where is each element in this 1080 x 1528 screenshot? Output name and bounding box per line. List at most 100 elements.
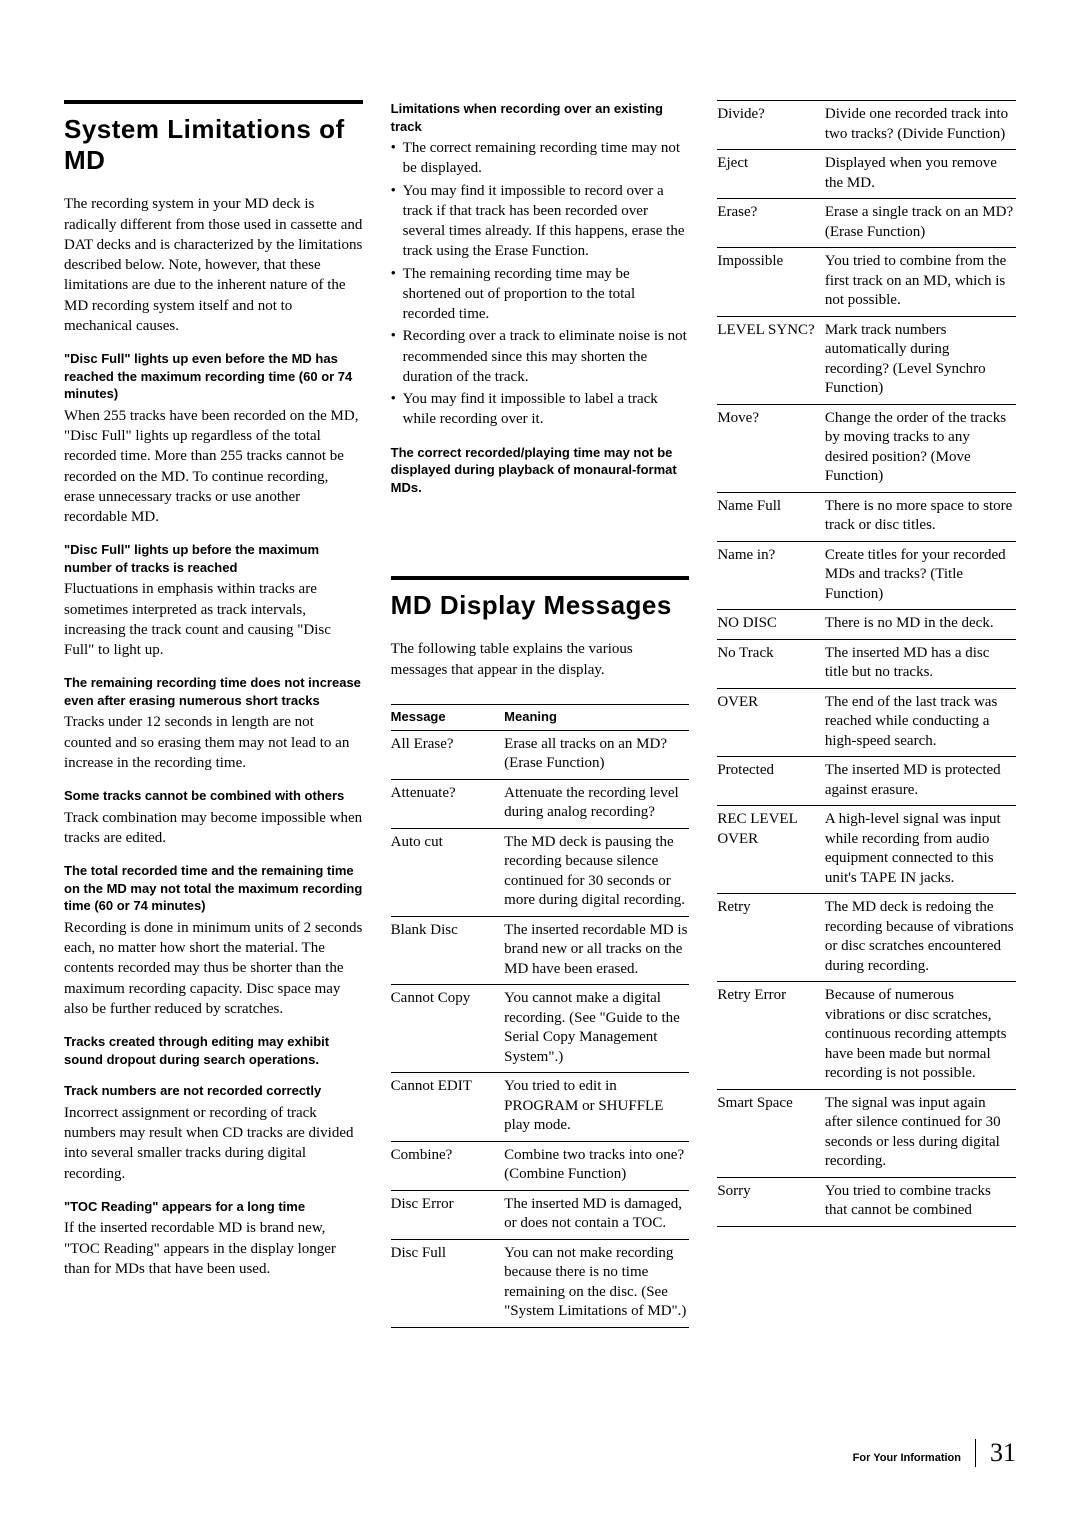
table-row: All Erase?Erase all tracks on an MD? (Er… [391, 731, 690, 780]
table-row: Name in?Create titles for your recorded … [717, 541, 1016, 610]
table-cell-message: Eject [717, 149, 825, 198]
table-cell-message: Retry Error [717, 981, 825, 1089]
table-row: Smart SpaceThe signal was input again af… [717, 1089, 1016, 1177]
table-row: REC LEVEL OVERA high-level signal was in… [717, 805, 1016, 893]
column-3: Divide?Divide one recorded track into tw… [717, 100, 1016, 1328]
table-cell-message: REC LEVEL OVER [717, 805, 825, 893]
table-row: SorryYou tried to combine tracks that ca… [717, 1177, 1016, 1227]
table-row: Erase?Erase a single track on an MD? (Er… [717, 198, 1016, 247]
table-cell-meaning: The inserted recordable MD is brand new … [504, 921, 689, 980]
subhead-remaining-time: The remaining recording time does not in… [64, 674, 363, 709]
table-cell-meaning: A high-level signal was input while reco… [825, 805, 1016, 893]
table-cell-message: Impossible [717, 247, 825, 316]
subbody-total-time: Recording is done in minimum units of 2 … [64, 918, 363, 1019]
subhead-disc-full-tracks: "Disc Full" lights up before the maximum… [64, 541, 363, 576]
table-row: No TrackThe inserted MD has a disc title… [717, 639, 1016, 688]
subbody-track-numbers: Incorrect assignment or recording of tra… [64, 1103, 363, 1184]
table-row: ProtectedThe inserted MD is protected ag… [717, 756, 1016, 805]
table-cell-meaning: The signal was input again after silence… [825, 1089, 1016, 1177]
header-meaning: Meaning [504, 709, 689, 726]
bullet-item: Recording over a track to eliminate nois… [391, 326, 690, 387]
table-cell-meaning: Create titles for your recorded MDs and … [825, 541, 1016, 610]
table-cell-message: Auto cut [391, 833, 504, 911]
table-cell-meaning: Attenuate the recording level during ana… [504, 784, 689, 823]
table-cell-meaning: Divide one recorded track into two track… [825, 100, 1016, 149]
footer-section-label: For Your Information [853, 1452, 961, 1464]
table-cell-message: Sorry [717, 1177, 825, 1227]
table-cell-message: Blank Disc [391, 921, 504, 980]
page-content: System Limitations of MD The recording s… [64, 100, 1016, 1328]
subhead-track-numbers: Track numbers are not recorded correctly [64, 1082, 363, 1100]
table-cell-message: LEVEL SYNC? [717, 316, 825, 404]
table-cell-message: Divide? [717, 100, 825, 149]
table-row: Move?Change the order of the tracks by m… [717, 404, 1016, 492]
bullet-item: The remaining recording time may be shor… [391, 264, 690, 325]
table-cell-meaning: Mark track numbers automatically during … [825, 316, 1016, 404]
table-cell-meaning: The inserted MD is damaged, or does not … [504, 1195, 689, 1234]
table-cell-message: Combine? [391, 1146, 504, 1185]
table-row: ImpossibleYou tried to combine from the … [717, 247, 1016, 316]
table-cell-meaning: You can not make recording because there… [504, 1244, 689, 1322]
table-cell-meaning: The MD deck is redoing the recording bec… [825, 893, 1016, 981]
table-cell-meaning: The inserted MD has a disc title but no … [825, 639, 1016, 688]
table-cell-message: No Track [717, 639, 825, 688]
table-row: Cannot CopyYou cannot make a digital rec… [391, 985, 690, 1073]
table-header: Message Meaning [391, 704, 690, 731]
table-row: EjectDisplayed when you remove the MD. [717, 149, 1016, 198]
table-cell-message: Attenuate? [391, 784, 504, 823]
table-cell-meaning: Combine two tracks into one? (Combine Fu… [504, 1146, 689, 1185]
table-cell-meaning: The MD deck is pausing the recording bec… [504, 833, 689, 911]
bullet-item: You may find it impossible to label a tr… [391, 389, 690, 430]
table-cell-meaning: There is no more space to store track or… [825, 492, 1016, 541]
bullet-item: You may find it impossible to record ove… [391, 181, 690, 262]
note-monaural: The correct recorded/playing time may no… [391, 444, 690, 497]
table-cell-message: Name in? [717, 541, 825, 610]
table-cell-meaning: You cannot make a digital recording. (Se… [504, 989, 689, 1067]
section-rule [391, 576, 690, 580]
table-cell-message: NO DISC [717, 609, 825, 639]
table-row: LEVEL SYNC?Mark track numbers automatica… [717, 316, 1016, 404]
subbody-toc-reading: If the inserted recordable MD is brand n… [64, 1218, 363, 1279]
table-cell-meaning: You tried to edit in PROGRAM or SHUFFLE … [504, 1077, 689, 1136]
table-row: Retry ErrorBecause of numerous vibration… [717, 981, 1016, 1089]
table-cell-message: Cannot Copy [391, 989, 504, 1067]
table-cell-meaning: Change the order of the tracks by moving… [825, 404, 1016, 492]
table-cell-message: Erase? [717, 198, 825, 247]
message-table-left: Message Meaning All Erase?Erase all trac… [391, 704, 690, 1328]
table-cell-meaning: Displayed when you remove the MD. [825, 149, 1016, 198]
table-cell-meaning: Erase all tracks on an MD? (Erase Functi… [504, 735, 689, 774]
subhead-toc-reading: "TOC Reading" appears for a long time [64, 1198, 363, 1216]
intro-paragraph: The recording system in your MD deck is … [64, 194, 363, 336]
table-row: Disc FullYou can not make recording beca… [391, 1240, 690, 1328]
page-footer: For Your Information 31 [853, 1438, 1016, 1468]
subbody-disc-full-time: When 255 tracks have been recorded on th… [64, 406, 363, 528]
subhead-dropout: Tracks created through editing may exhib… [64, 1033, 363, 1068]
bullet-item: The correct remaining recording time may… [391, 138, 690, 179]
table-cell-message: Protected [717, 756, 825, 805]
table-cell-message: Retry [717, 893, 825, 981]
subhead-limitations-over: Limitations when recording over an exist… [391, 100, 690, 135]
table-cell-message: All Erase? [391, 735, 504, 774]
subhead-disc-full-time: "Disc Full" lights up even before the MD… [64, 350, 363, 403]
table-cell-meaning: The end of the last track was reached wh… [825, 688, 1016, 757]
table-cell-message: Move? [717, 404, 825, 492]
table-row: Blank DiscThe inserted recordable MD is … [391, 917, 690, 986]
table-row: RetryThe MD deck is redoing the recordin… [717, 893, 1016, 981]
column-2: Limitations when recording over an exist… [391, 100, 690, 1328]
intro-display-messages: The following table explains the various… [391, 639, 690, 680]
table-cell-message: Smart Space [717, 1089, 825, 1177]
table-cell-meaning: You tried to combine tracks that cannot … [825, 1177, 1016, 1227]
subbody-remaining-time: Tracks under 12 seconds in length are no… [64, 712, 363, 773]
table-cell-message: OVER [717, 688, 825, 757]
section-rule [64, 100, 363, 104]
subbody-disc-full-tracks: Fluctuations in emphasis within tracks a… [64, 579, 363, 660]
section-title-system-limitations: System Limitations of MD [64, 114, 363, 176]
page-number: 31 [990, 1438, 1016, 1468]
section-title-display-messages: MD Display Messages [391, 590, 690, 621]
table-cell-message: Cannot EDIT [391, 1077, 504, 1136]
table-row: Combine?Combine two tracks into one? (Co… [391, 1142, 690, 1191]
table-cell-message: Name Full [717, 492, 825, 541]
table-cell-message: Disc Full [391, 1244, 504, 1322]
table-row: OVERThe end of the last track was reache… [717, 688, 1016, 757]
limitations-bullet-list: The correct remaining recording time may… [391, 138, 690, 430]
